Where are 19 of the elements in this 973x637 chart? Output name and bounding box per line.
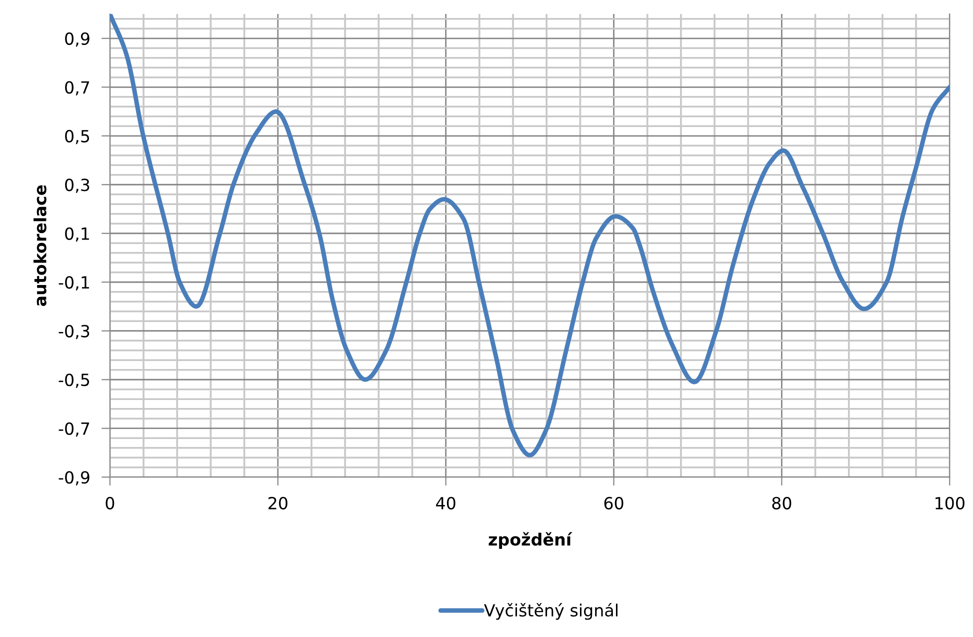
y-tick-label: 0,1 <box>65 227 89 242</box>
legend-label: Vyčištěný signál <box>484 603 618 620</box>
y-axis-title: autokorelace <box>34 185 46 306</box>
y-tick-label: -0,1 <box>58 276 89 290</box>
y-tick-label: 0,5 <box>65 130 90 144</box>
x-tick-label: 0 <box>106 496 114 510</box>
x-tick-label: 100 <box>936 496 964 510</box>
y-tick-label: 0,3 <box>65 178 90 193</box>
y-tick-label: -0,7 <box>58 422 90 437</box>
x-axis-title: zpoždění <box>488 532 572 549</box>
y-tick-label: -0,9 <box>58 471 90 486</box>
x-tick-label: 80 <box>772 496 792 510</box>
y-tick-label: -0,3 <box>58 324 90 340</box>
y-tick-label: -0,5 <box>58 374 90 388</box>
x-tick-label: 60 <box>604 496 624 510</box>
y-tick-label: 0,7 <box>65 81 90 96</box>
x-tick-label: 20 <box>268 496 288 510</box>
x-tick-label: 40 <box>436 496 456 510</box>
y-tick-label: 0,9 <box>65 32 90 47</box>
